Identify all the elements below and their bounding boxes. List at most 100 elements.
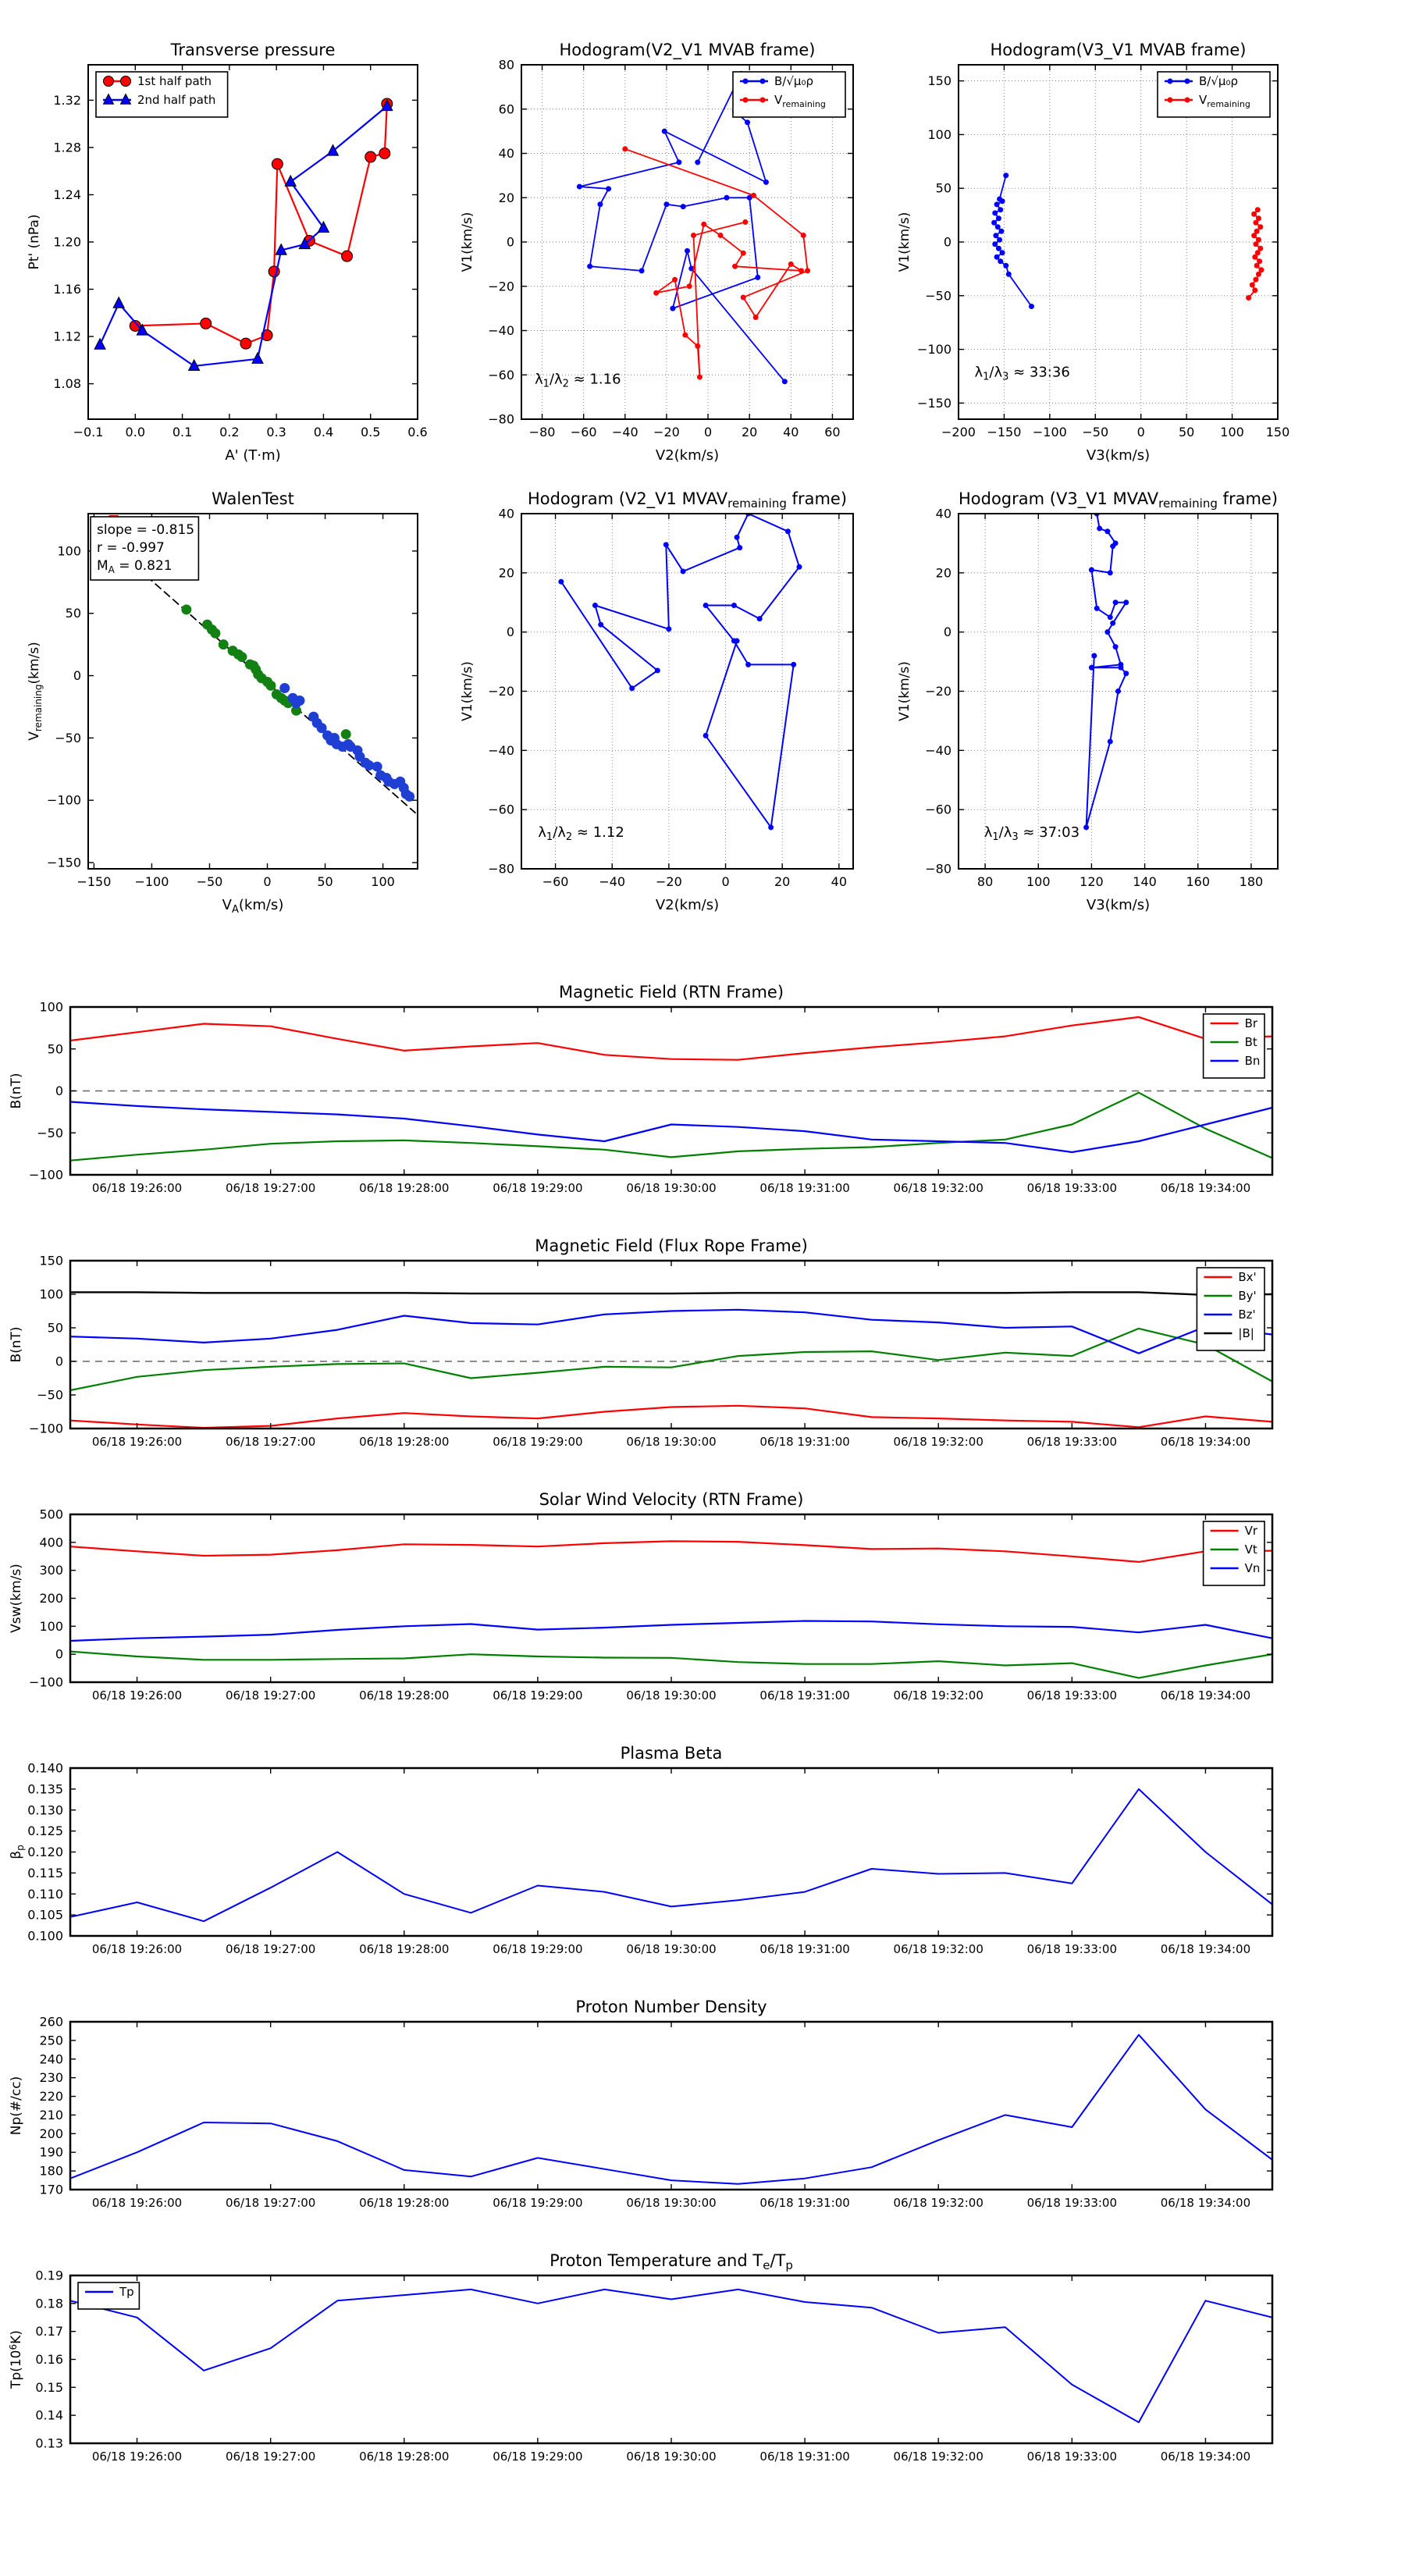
grid-lines [521, 64, 853, 420]
x-tick-label: 0 [263, 874, 271, 889]
y-tick-label: 1.20 [53, 235, 81, 250]
y-axis-label: B(nT) [9, 1326, 24, 1362]
chart-title: Hodogram (V3_V1 MVAVremaining frame) [959, 489, 1278, 511]
chart-svg: 06/18 19:26:00 06/18 19:27:00 06/18 19:28:… [9, 1490, 1274, 1703]
y-tick-label: 0 [55, 1647, 63, 1662]
y-tick-label: 0.105 [27, 1908, 63, 1923]
chart-svg: 80 100 120 140 160 180 −80 −60 −40 −20 0 20 40 Hodogr… [897, 489, 1279, 913]
series-group [70, 1016, 1272, 1162]
legend-label: By' [1238, 1289, 1256, 1303]
ticks [959, 513, 1278, 870]
y-tick-label: 400 [39, 1535, 63, 1550]
x-tick-label: 06/18 19:26:00 [92, 1435, 182, 1449]
y-axis-label: Tp(106K) [8, 2330, 24, 2389]
y-tick-label: 0.17 [35, 2324, 63, 2339]
legend: B/√μ₀ρ Vremaining [1157, 71, 1271, 118]
legend-label: Vn [1245, 1561, 1261, 1575]
y-tick-label: −40 [925, 743, 951, 758]
x-tick-label: −150 [76, 874, 111, 889]
series-group [70, 1540, 1272, 1679]
y-tick-label: 240 [39, 2051, 63, 2066]
y-tick-label: −60 [488, 368, 514, 382]
x-tick-label: −40 [612, 425, 638, 439]
x-tick-label: 60 [824, 425, 840, 439]
legend-label: Bn [1245, 1054, 1261, 1068]
x-tick-label: −50 [1082, 425, 1108, 439]
x-axis-label: V3(km/s) [1087, 447, 1150, 464]
series-beta [70, 1788, 1272, 1923]
series-group [94, 98, 393, 371]
chart-magnetic-field-rtn: 06/18 19:26:00 06/18 19:27:00 06/18 19:28:… [0, 960, 1327, 1218]
markers-B/√μ₀ρ [991, 173, 1034, 310]
y-tick-label: 0 [55, 1354, 63, 1369]
x-tick-label: 0.0 [126, 425, 145, 439]
series-B/√μ₀ρ [578, 73, 786, 382]
x-tick-label: 06/18 19:28:00 [359, 1435, 449, 1449]
legend-label: Bz' [1238, 1308, 1255, 1322]
y-tick-label: 20 [499, 565, 514, 580]
chart-title: Magnetic Field (Flux Rope Frame) [535, 1236, 808, 1255]
x-tick-label: 06/18 19:27:00 [226, 1688, 315, 1703]
info-box [90, 516, 200, 581]
y-tick-label: 250 [39, 2033, 63, 2048]
x-tick-label: 06/18 19:30:00 [626, 1688, 716, 1703]
chart-svg: 06/18 19:26:00 06/18 19:27:00 06/18 19:28:… [9, 1236, 1274, 1449]
x-tick-label: 06/18 19:32:00 [894, 2196, 984, 2210]
y-tick-label: 0.18 [35, 2296, 63, 2311]
y-tick-label: 100 [57, 543, 81, 558]
y-tick-label: 0 [507, 235, 514, 250]
y-tick-label: 0.140 [27, 1761, 63, 1776]
series-1st half path [134, 102, 388, 345]
x-tick-label: 0.4 [314, 425, 333, 439]
x-tick-label: 20 [774, 874, 790, 889]
x-tick-label: 06/18 19:32:00 [894, 1181, 984, 1195]
y-axis-label: Vsw(km/s) [9, 1564, 24, 1633]
y-axis-label: V1(km/s) [460, 661, 475, 721]
chart-title: Plasma Beta [621, 1744, 723, 1763]
x-tick-label: 50 [1179, 425, 1194, 439]
ticks [88, 514, 418, 869]
x-tick-label: 40 [831, 874, 847, 889]
ticks [87, 65, 418, 419]
series-Bn [70, 1101, 1272, 1154]
chart-title: Proton Temperature and Te/Tp [550, 2251, 793, 2272]
x-tick-label: 06/18 19:34:00 [1161, 1942, 1250, 1956]
y-tick-label: 1.16 [53, 282, 81, 297]
ticks [70, 1514, 1272, 1683]
x-tick-label: 06/18 19:28:00 [359, 2450, 449, 2464]
x-tick-label: −40 [599, 874, 625, 889]
x-tick-label: 40 [783, 425, 799, 439]
axes-frame [69, 1767, 1274, 1937]
info-box-line: r = -0.997 [97, 540, 165, 556]
y-tick-label: 80 [499, 58, 514, 73]
y-tick-label: −40 [488, 743, 514, 758]
y-tick-label: 0.15 [35, 2380, 63, 2395]
y-tick-label: 190 [39, 2145, 63, 2160]
y-tick-label: 0.135 [27, 1781, 63, 1796]
x-tick-label: 0.5 [361, 425, 380, 439]
x-tick-label: 06/18 19:34:00 [1161, 1435, 1250, 1449]
y-tick-label: −150 [917, 396, 951, 411]
x-tick-label: 06/18 19:29:00 [493, 1181, 582, 1195]
legend: Tp [77, 2282, 140, 2310]
legend-label: Vt [1245, 1542, 1257, 1557]
x-tick-label: 06/18 19:26:00 [92, 1942, 182, 1956]
y-tick-label: 500 [39, 1507, 63, 1522]
x-tick-label: 06/18 19:32:00 [894, 1942, 984, 1956]
chart-title: Transverse pressure [170, 41, 336, 59]
y-tick-label: 0.125 [27, 1823, 63, 1838]
x-tick-label: −0.1 [73, 425, 104, 439]
x-axis-label: VA(km/s) [222, 897, 284, 916]
y-tick-label: −80 [488, 412, 514, 427]
chart-svg: 06/18 19:26:00 06/18 19:27:00 06/18 19:28:… [9, 1998, 1274, 2210]
legend-label: Vremaining [774, 93, 826, 109]
grid-lines [521, 513, 853, 870]
y-tick-label: 40 [499, 507, 514, 521]
series-Bz' [70, 1308, 1272, 1354]
x-tick-label: 100 [1220, 425, 1244, 439]
x-tick-label: −150 [987, 425, 1021, 439]
x-tick-label: 06/18 19:27:00 [226, 2450, 315, 2464]
ticks [70, 1006, 1272, 1176]
x-tick-label: −100 [1033, 425, 1067, 439]
